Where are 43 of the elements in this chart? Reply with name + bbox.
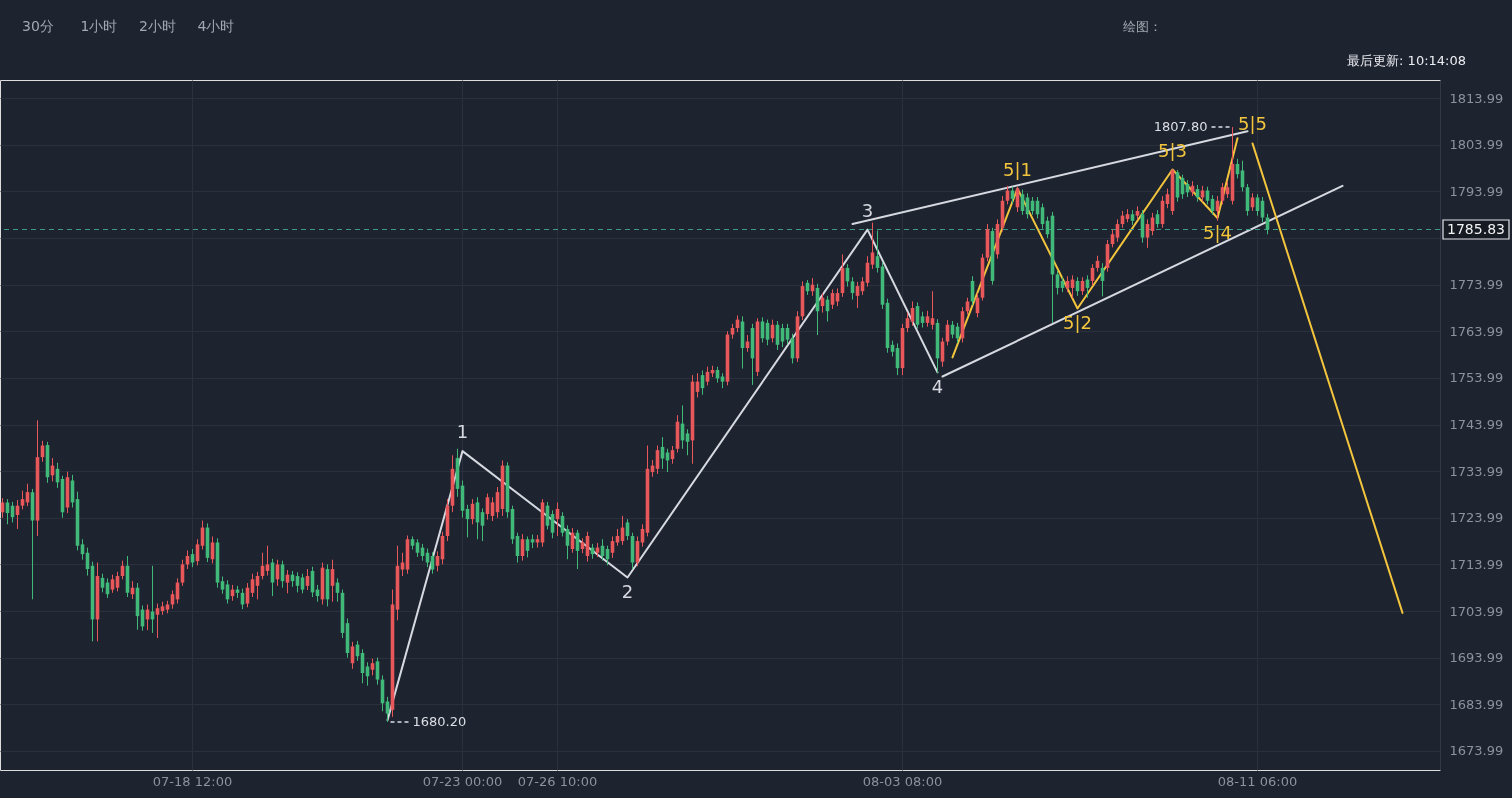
annotation: 5|1 (1003, 158, 1032, 180)
annotation: 1 (456, 421, 469, 443)
y-tick-label: 1733.99 (1449, 463, 1504, 479)
y-tick-label: 1723.99 (1449, 510, 1504, 526)
ref-line-label: 1785.83 (1447, 220, 1505, 237)
y-tick-label: 1743.99 (1449, 417, 1504, 433)
y-tick-label: 1793.99 (1449, 183, 1504, 199)
candlestick (930, 290, 935, 330)
text: 30分 (22, 18, 54, 34)
x-tick-label: 08-11 06:00 (1217, 773, 1298, 789)
y-tick-label: 1763.99 (1449, 323, 1504, 339)
text: 4小时 (197, 18, 235, 34)
y-tick-label: 1753.99 (1449, 370, 1504, 386)
annotation: 5|5 (1238, 113, 1267, 135)
text: 2小时 (139, 18, 176, 34)
y-tick-label: 1673.99 (1449, 743, 1504, 759)
text: 1小时 (80, 18, 118, 34)
text: 1807.80 (1153, 119, 1208, 135)
y-tick-label: 1813.99 (1449, 90, 1504, 106)
text: 1680.20 (412, 713, 467, 729)
annotation: 2 (621, 581, 634, 603)
x-tick-label: 08-03 08:00 (862, 773, 943, 789)
y-tick-label: 1703.99 (1449, 603, 1504, 619)
x-tick-label: 07-18 12:00 (152, 773, 233, 789)
annotation: 5|2 (1063, 312, 1092, 334)
candlestick (685, 428, 690, 456)
annotation: 4 (931, 376, 944, 398)
y-tick-label: 1713.99 (1449, 556, 1504, 572)
text: 最后更新: 10:14:08 (1347, 53, 1466, 68)
candlestick (265, 545, 270, 577)
y-tick-label: 1683.99 (1449, 696, 1504, 712)
x-tick-label: 07-26 10:00 (517, 773, 598, 789)
y-tick-label: 1773.99 (1449, 277, 1504, 293)
line-series (951, 137, 1239, 359)
annotation: 3 (861, 199, 874, 221)
y-tick-label: 1693.99 (1449, 650, 1504, 666)
text: 绘图： (1123, 19, 1162, 34)
candlestick (190, 548, 195, 568)
x-tick-label: 07-23 00:00 (422, 773, 503, 789)
annotation: 5|4 (1203, 222, 1232, 243)
candlestick (155, 603, 160, 639)
candlestick (20, 490, 25, 510)
y-tick-label: 1803.99 (1449, 137, 1504, 153)
